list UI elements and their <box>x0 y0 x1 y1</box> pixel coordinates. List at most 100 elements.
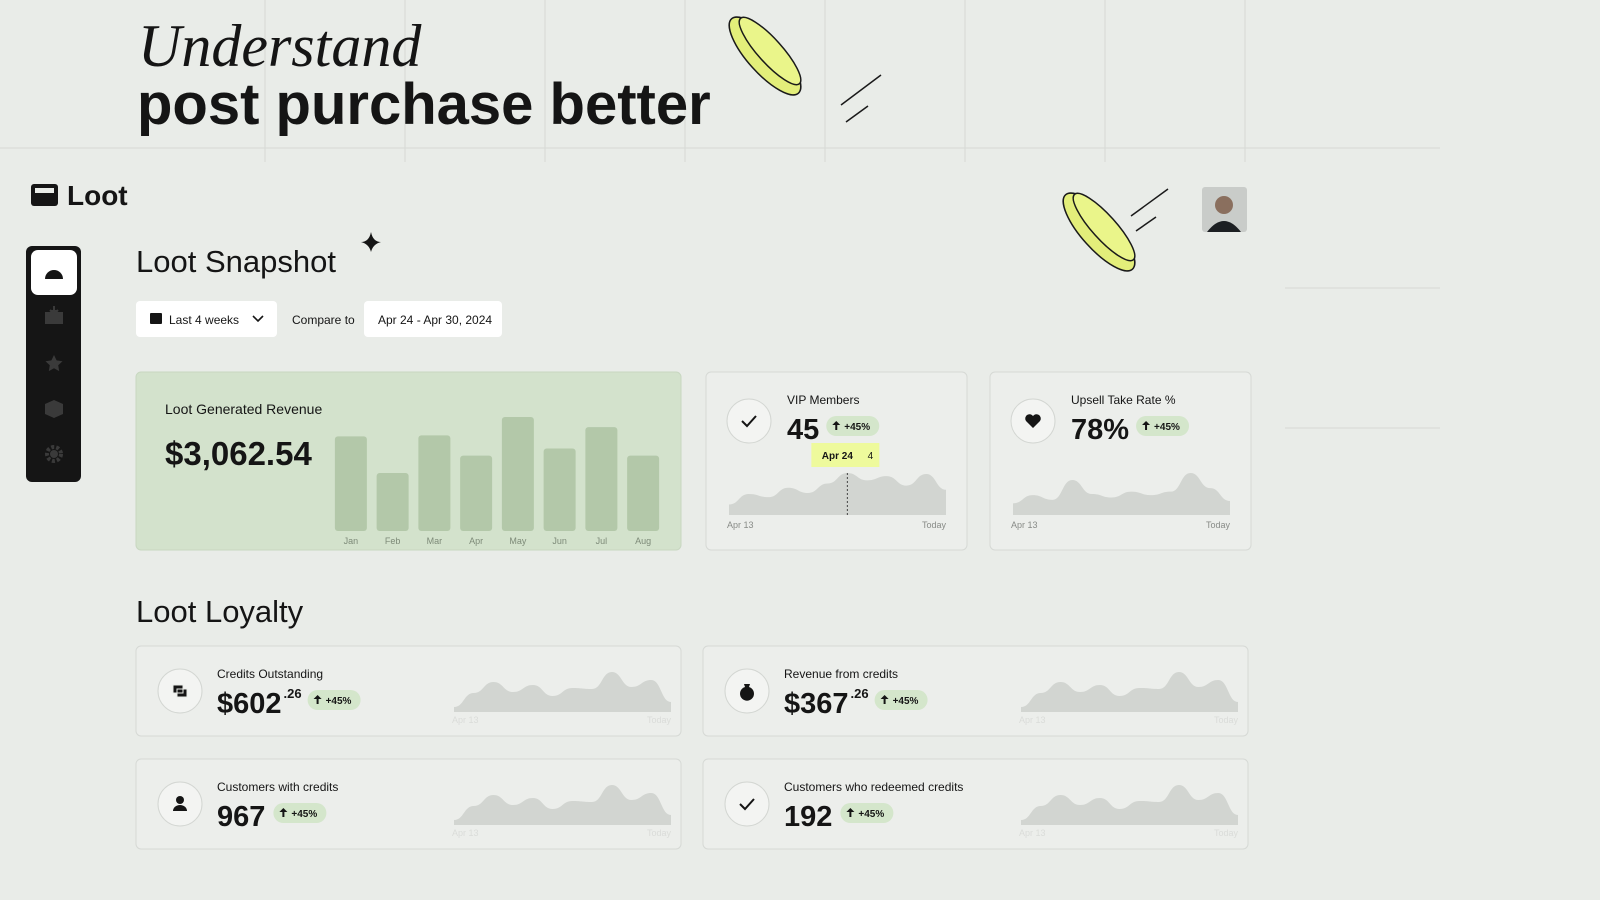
dashboard-icon <box>45 270 63 279</box>
metric-cents: .26 <box>851 686 869 701</box>
badge-bg <box>307 690 361 710</box>
arrow-up <box>846 808 855 817</box>
calendar-icon <box>150 313 162 324</box>
metric-value: 192 <box>784 801 832 833</box>
coin <box>1062 188 1169 272</box>
x-tick-label: Apr 13 <box>727 520 754 530</box>
x-tick-label: Apr 13 <box>1019 715 1046 725</box>
bar <box>627 455 660 531</box>
delta: +45% <box>844 422 870 433</box>
card-title: Loot Generated Revenue <box>165 401 322 417</box>
metric-card <box>702 758 1249 850</box>
tooltip-value: 4 <box>868 451 874 462</box>
x-tick-label: Today <box>1214 828 1239 838</box>
metric-title: Revenue from credits <box>784 667 898 681</box>
delta: +45% <box>291 809 317 820</box>
sidebar <box>26 246 81 482</box>
metric-value: $602 <box>217 688 282 720</box>
person-icon <box>173 805 187 811</box>
brand-logo[interactable]: Loot <box>31 180 128 211</box>
logo-icon-lid <box>35 188 54 193</box>
heart-icon <box>1025 414 1041 428</box>
metric-card <box>135 758 682 850</box>
arrow-up <box>1142 421 1151 430</box>
badge-bg <box>874 690 928 710</box>
badge-bg <box>826 416 880 436</box>
x-tick-label: Jun <box>552 536 567 546</box>
delta-badge: +45% <box>1136 416 1190 436</box>
arrow-up <box>880 695 889 704</box>
arrow-up <box>832 421 841 430</box>
coin <box>728 16 882 123</box>
badge-bg <box>840 803 894 823</box>
logo-icon <box>31 184 58 206</box>
nav-products[interactable] <box>45 400 63 418</box>
section-title: Loot Snapshot <box>136 244 336 279</box>
metric-title: Credits Outstanding <box>217 667 323 681</box>
tooltip-label: Apr 24 <box>822 451 854 462</box>
delta-badge: +45% <box>307 690 361 710</box>
arrow-up <box>279 808 288 817</box>
check-icon <box>741 415 757 428</box>
bar <box>418 435 451 531</box>
x-tick-label: Apr 13 <box>452 828 479 838</box>
x-tick-label: Jan <box>344 536 359 546</box>
settings-hub <box>50 450 58 458</box>
delta-badge: +45% <box>826 416 880 436</box>
brand-name: Loot <box>67 180 128 211</box>
metric-card <box>135 645 682 737</box>
x-tick-label: Apr 13 <box>1019 828 1046 838</box>
x-tick-label: Jul <box>596 536 608 546</box>
bar <box>460 455 493 531</box>
metric-value: $367 <box>784 688 849 720</box>
metric-card <box>702 645 1249 737</box>
x-tick-label: May <box>509 536 527 546</box>
x-tick-label: Aug <box>635 536 651 546</box>
section-title: Loot Loyalty <box>136 594 304 629</box>
delta: +45% <box>893 696 919 707</box>
badge-bg <box>1136 416 1190 436</box>
compare-label: Compare to <box>292 313 355 327</box>
bar <box>585 427 618 531</box>
compare-range: Apr 24 - Apr 30, 2024 <box>378 313 492 327</box>
x-tick-label: Mar <box>427 536 443 546</box>
nav-favorites[interactable] <box>45 355 63 372</box>
delta-badge: +45% <box>874 690 928 710</box>
nav-settings[interactable] <box>45 445 63 463</box>
delta: +45% <box>858 809 884 820</box>
bar <box>376 472 409 531</box>
compare-range-select[interactable]: Apr 24 - Apr 30, 2024 <box>364 301 502 337</box>
avatar[interactable] <box>1202 187 1247 232</box>
arrow-up <box>313 695 322 704</box>
x-tick-label: Apr 13 <box>1011 520 1038 530</box>
credits-icon <box>172 684 188 698</box>
tooltip: Apr 24 4 <box>811 443 880 467</box>
x-tick-label: Today <box>647 715 672 725</box>
delta: +45% <box>1154 422 1180 433</box>
metric-title: Upsell Take Rate % <box>1071 393 1176 407</box>
revenue-total: $3,062.54 <box>165 435 312 472</box>
metric-value: 78% <box>1071 414 1129 446</box>
delta-badge: +45% <box>840 803 894 823</box>
sparkline-area <box>454 672 671 712</box>
metric-value: 45 <box>787 414 819 446</box>
metric-title: Customers with credits <box>217 780 338 794</box>
tooltip-box <box>811 443 880 467</box>
sparkline-area <box>1021 672 1238 712</box>
x-tick-label: Today <box>1214 715 1239 725</box>
x-tick-label: Apr <box>469 536 483 546</box>
nav-inbox[interactable] <box>45 306 63 324</box>
bar <box>334 436 367 531</box>
icon-circle <box>724 781 770 827</box>
hero-line-2: post purchase better <box>137 72 711 137</box>
bag-icon <box>740 684 755 701</box>
sparkline-area <box>454 785 671 825</box>
chevron <box>252 315 264 323</box>
period-select[interactable]: Last 4 weeks <box>136 301 277 337</box>
delta-badge: +45% <box>273 803 327 823</box>
x-tick-label: Today <box>647 828 672 838</box>
x-tick-label: Today <box>1206 520 1231 530</box>
